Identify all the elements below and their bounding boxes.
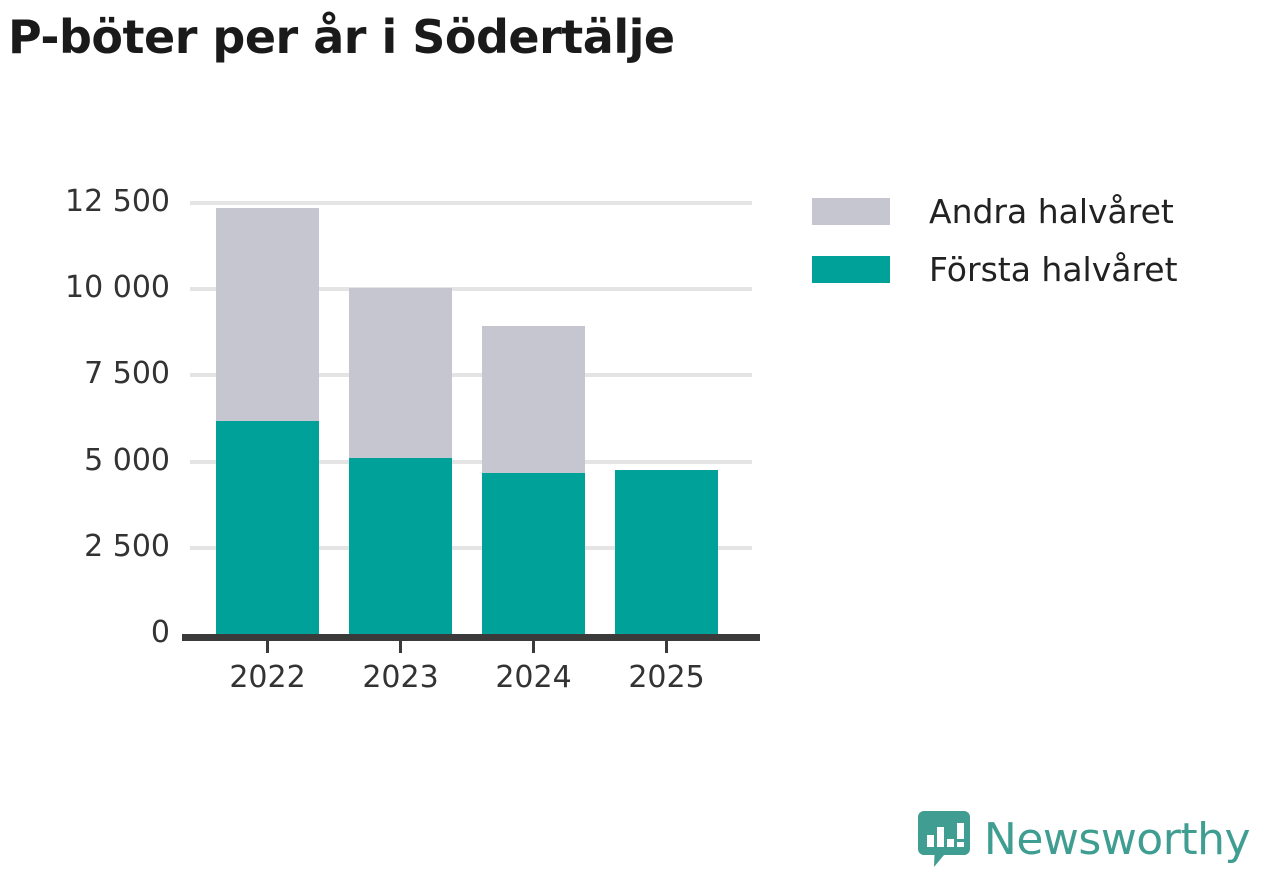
x-tick-mark-2023 <box>399 641 402 653</box>
gridline-7500 <box>190 373 752 378</box>
y-tick-label-0: 0 <box>150 615 170 650</box>
y-tick-label-5000: 5 000 <box>84 442 170 478</box>
legend-label-forsta-halvaret: Första halvåret <box>929 249 1178 289</box>
bar-segment-2023-andra-halvaret[interactable] <box>349 288 452 458</box>
legend-item-forsta-halvaret[interactable]: Första halvåret <box>812 240 1178 298</box>
y-tick-label-10000: 10 000 <box>65 270 170 306</box>
x-tick-mark-2022 <box>266 641 269 653</box>
bar-segment-2024-andra-halvaret[interactable] <box>482 326 585 473</box>
newsworthy-logo-text: Newsworthy <box>983 813 1251 865</box>
y-tick-label-12500: 12 500 <box>65 184 170 219</box>
x-tick-mark-2024 <box>532 641 535 653</box>
gridline-12500 <box>190 201 752 205</box>
bar-segment-2022-andra-halvaret[interactable] <box>216 207 319 422</box>
y-tick-label-2500: 2 500 <box>84 528 170 564</box>
bar-segment-2022-forsta-halvaret[interactable] <box>216 421 319 634</box>
legend-label-andra-halvaret: Andra halvåret <box>929 191 1174 231</box>
bar-segment-2023-forsta-halvaret[interactable] <box>349 457 452 634</box>
bar-segment-2025-forsta-halvaret[interactable] <box>615 469 718 634</box>
gridline-5000 <box>190 459 752 464</box>
bar-chart-speech-bubble-icon <box>917 811 970 867</box>
bar-segment-2024-forsta-halvaret[interactable] <box>482 472 585 634</box>
legend-swatch-icon-andra-halvaret <box>812 197 890 225</box>
chart-legend: Andra halvåret Första halvåret <box>812 182 1178 298</box>
gridline-10000 <box>190 287 752 292</box>
legend-item-andra-halvaret[interactable]: Andra halvåret <box>812 182 1178 240</box>
y-tick-label-7500: 7 500 <box>84 356 170 392</box>
x-axis-line <box>182 634 760 641</box>
x-tick-label-2022: 2022 <box>229 660 306 695</box>
x-tick-label-2024: 2024 <box>495 660 572 695</box>
newsworthy-logo[interactable]: Newsworthy <box>917 811 1251 867</box>
gridline-2500 <box>190 545 752 550</box>
x-tick-label-2025: 2025 <box>628 660 705 695</box>
legend-swatch-icon-forsta-halvaret <box>812 255 890 283</box>
x-tick-mark-2025 <box>665 641 668 653</box>
page-title: P-böter per år i Södertälje <box>8 10 675 64</box>
x-tick-label-2023: 2023 <box>362 660 439 695</box>
